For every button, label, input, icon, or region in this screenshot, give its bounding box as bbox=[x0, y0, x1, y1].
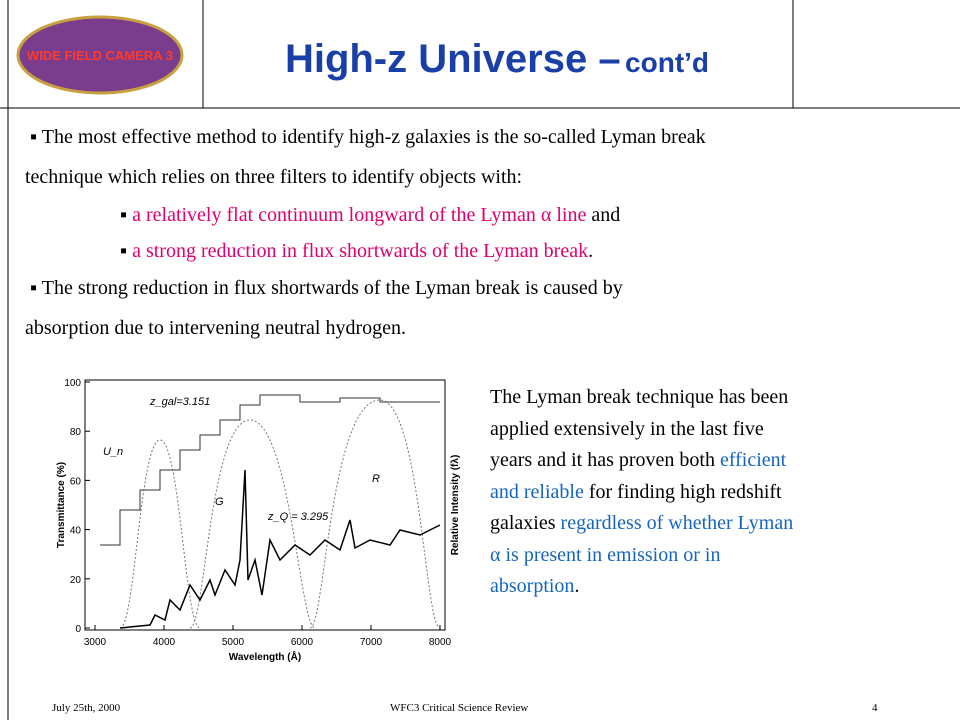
footer-event: WFC3 Critical Science Review bbox=[390, 702, 529, 714]
x-tick-label: 7000 bbox=[360, 637, 383, 648]
text-line: galaxies regardless of whether Lyman bbox=[490, 512, 793, 535]
y-tick-label: 60 bbox=[70, 476, 82, 487]
footer-date: July 25th, 2000 bbox=[52, 702, 121, 714]
title-main: High-z Universe – bbox=[285, 37, 621, 81]
text-line: applied extensively in the last five bbox=[490, 418, 764, 441]
y-tick-label: 100 bbox=[64, 378, 81, 389]
text-span: technique which relies on three filters … bbox=[25, 166, 523, 188]
footer-page: 4 bbox=[872, 702, 878, 714]
text-span: absorption bbox=[490, 575, 575, 597]
g-filter bbox=[189, 419, 316, 629]
text-span: and bbox=[586, 204, 621, 226]
text-span: a strong reduction in flux shortwards of… bbox=[132, 240, 589, 262]
system-throughput bbox=[100, 394, 440, 546]
y2-axis-label: Relative Intensity (fλ) bbox=[450, 455, 461, 556]
title-small: cont’d bbox=[625, 47, 709, 78]
text-span: regardless of whether Lyman bbox=[560, 512, 794, 534]
x-tick-label: 8000 bbox=[429, 637, 452, 648]
figure: 3000 4000 5000 6000 7000 8000 0 20 40 60 80 100 Wave… bbox=[56, 378, 461, 663]
spectrum bbox=[119, 469, 441, 629]
text-line: ▪ a relatively flat continuum longward o… bbox=[120, 204, 620, 227]
logo-text: WIDE FIELD CAMERA 3 bbox=[27, 48, 173, 63]
y-tick-label: 20 bbox=[70, 575, 82, 586]
x-tick-label: 5000 bbox=[222, 637, 245, 648]
y-tick-label: 40 bbox=[70, 526, 82, 537]
text-span: a relatively flat continuum longward of … bbox=[132, 204, 587, 226]
text-line: and reliable for finding high redshift bbox=[490, 481, 782, 504]
text-line: ▪ The strong reduction in flux shortward… bbox=[30, 277, 623, 300]
text-span: ▪ bbox=[120, 240, 133, 262]
text-line: absorption due to intervening neutral hy… bbox=[25, 317, 406, 340]
annotation: R bbox=[372, 473, 380, 485]
text-span: ▪ The most effective method to identify … bbox=[30, 126, 706, 148]
text-line: years and it has proven both efficient bbox=[490, 449, 786, 472]
r-filter bbox=[309, 399, 441, 629]
y-tick-label: 80 bbox=[70, 427, 82, 438]
text-line: absorption. bbox=[490, 575, 579, 598]
text-span: ▪ bbox=[120, 204, 133, 226]
text-span: years and it has proven both bbox=[490, 449, 720, 471]
text-line: α is present in emission or in bbox=[490, 544, 720, 567]
text-span: . bbox=[574, 575, 580, 597]
x-tick-label: 6000 bbox=[291, 637, 314, 648]
text-span: ▪ The strong reduction in flux shortward… bbox=[30, 277, 623, 299]
text-span: The Lyman break technique has been bbox=[490, 386, 789, 408]
text-line: ▪ The most effective method to identify … bbox=[30, 126, 706, 149]
x-axis-label: Wavelength (Å) bbox=[229, 650, 301, 663]
text-span: α is present in emission or in bbox=[490, 543, 721, 566]
annotation: U_n bbox=[103, 446, 123, 458]
text-span: and reliable bbox=[490, 480, 584, 503]
text-line: The Lyman break technique has been bbox=[490, 386, 788, 409]
annotation: G bbox=[215, 496, 224, 508]
un-filter bbox=[119, 439, 201, 629]
text-span: applied extensively in the last five bbox=[490, 417, 764, 440]
text-span: absorption due to intervening neutral hy… bbox=[25, 317, 407, 339]
text-line: technique which relies on three filters … bbox=[25, 166, 522, 189]
annotation: z_gal=3.151 bbox=[149, 396, 210, 408]
logo bbox=[16, 15, 184, 95]
x-tick-label: 3000 bbox=[84, 637, 107, 648]
y-tick-label: 0 bbox=[75, 624, 81, 635]
y-axis-label: Transmittance (%) bbox=[56, 462, 67, 548]
text-span: for finding high redshift bbox=[583, 480, 782, 503]
title: High-z Universe – cont’d bbox=[285, 37, 709, 81]
x-tick-label: 4000 bbox=[153, 637, 176, 648]
text-span: galaxies bbox=[490, 512, 561, 534]
plot-frame bbox=[84, 379, 446, 631]
text-line: ▪ a strong reduction in flux shortwards … bbox=[120, 240, 593, 263]
annotation: z_Q = 3.295 bbox=[267, 511, 329, 523]
text-span: . bbox=[588, 240, 594, 262]
text-span: efficient bbox=[719, 449, 787, 471]
